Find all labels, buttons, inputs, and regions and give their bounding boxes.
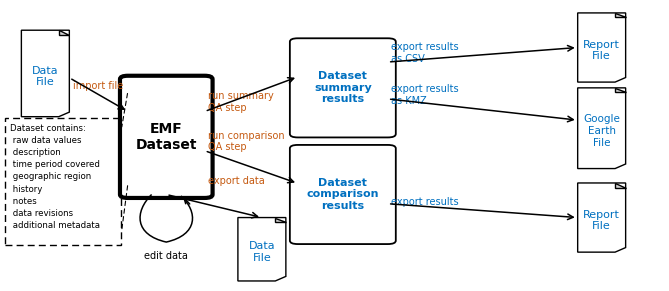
FancyBboxPatch shape bbox=[290, 38, 396, 137]
Polygon shape bbox=[577, 13, 626, 82]
Bar bbox=[5, 118, 121, 245]
Polygon shape bbox=[615, 88, 626, 93]
Text: run summary
QA step: run summary QA step bbox=[208, 91, 274, 113]
Text: edit data: edit data bbox=[145, 251, 188, 261]
Text: export results
as CSV: export results as CSV bbox=[391, 42, 459, 64]
Text: Data
File: Data File bbox=[249, 241, 275, 263]
Polygon shape bbox=[238, 218, 286, 281]
Polygon shape bbox=[615, 13, 626, 17]
Text: Dataset
summary
results: Dataset summary results bbox=[314, 71, 372, 104]
Text: export results: export results bbox=[391, 197, 459, 207]
Text: Report
File: Report File bbox=[583, 210, 620, 231]
Text: Report
File: Report File bbox=[583, 40, 620, 61]
Text: run comparison
QA step: run comparison QA step bbox=[208, 131, 284, 152]
Text: export results
as KMZ: export results as KMZ bbox=[391, 84, 459, 106]
Text: Dataset
comparison
results: Dataset comparison results bbox=[306, 178, 379, 211]
Text: import file: import file bbox=[73, 81, 123, 91]
Polygon shape bbox=[59, 30, 70, 35]
Polygon shape bbox=[276, 218, 286, 222]
Text: Google
Earth
File: Google Earth File bbox=[583, 114, 620, 148]
Polygon shape bbox=[577, 183, 626, 252]
Polygon shape bbox=[615, 183, 626, 187]
FancyBboxPatch shape bbox=[120, 76, 213, 198]
Polygon shape bbox=[21, 30, 70, 117]
Text: export data: export data bbox=[208, 176, 265, 186]
Text: Dataset contains:
 raw data values
 description
 time period covered
 geographic: Dataset contains: raw data values descri… bbox=[10, 124, 100, 230]
FancyBboxPatch shape bbox=[290, 145, 396, 244]
Text: EMF
Dataset: EMF Dataset bbox=[136, 122, 197, 152]
Text: Data
File: Data File bbox=[32, 65, 59, 87]
Polygon shape bbox=[577, 88, 626, 168]
